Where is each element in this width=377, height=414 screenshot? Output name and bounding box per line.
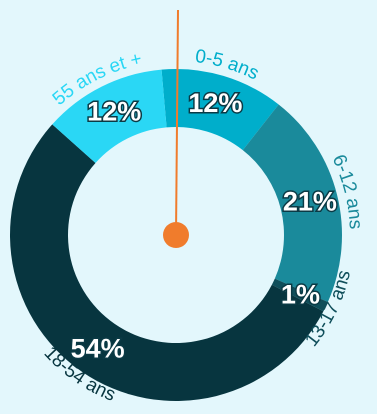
- percentage-label: 12%: [87, 97, 141, 127]
- donut-slice: [271, 278, 328, 312]
- percentage-label: 21%: [283, 187, 337, 217]
- percentage-label: 12%: [188, 88, 242, 118]
- donut-slice: [161, 69, 279, 151]
- percentage-labels: 12% 21% 1% 54% 12%: [69, 86, 338, 365]
- percentage-label: 54%: [71, 334, 125, 364]
- needle-line: [175, 9, 179, 236]
- donut-slice: [52, 69, 167, 164]
- needle: [163, 9, 189, 248]
- percentage-label: 1%: [281, 280, 320, 310]
- donut-slices: [9, 69, 342, 402]
- needle-pivot: [163, 222, 189, 248]
- donut-slice: [9, 124, 324, 402]
- donut-slice: [242, 104, 342, 302]
